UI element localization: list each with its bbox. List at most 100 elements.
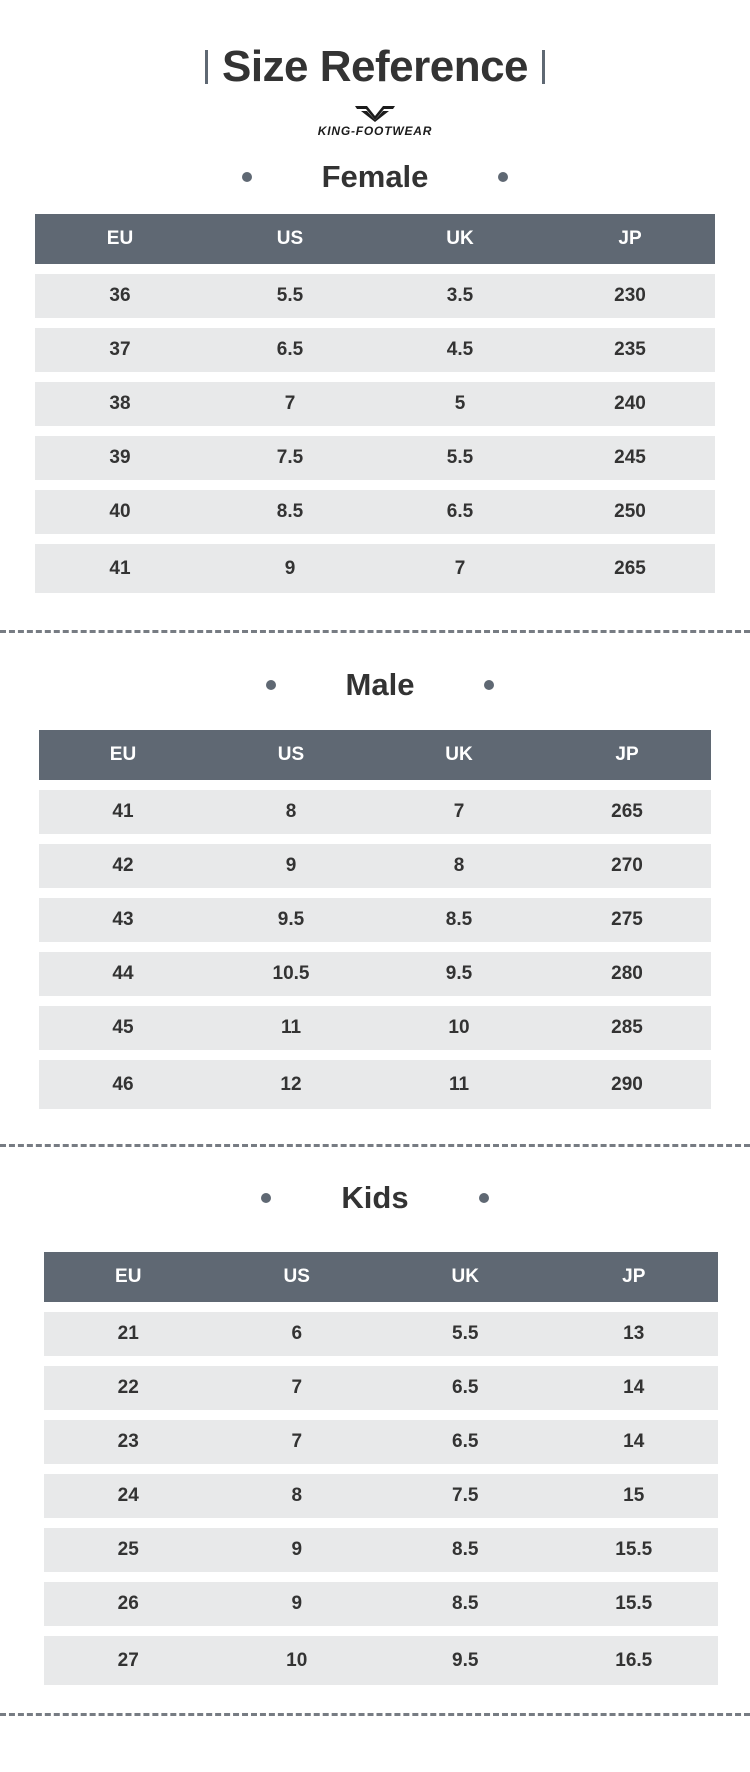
size-table-female: EU US UK JP 36 5.5 3.5 230 37 6.5 4.5 235 38 7 5 240 39 7… [35, 214, 715, 603]
size-cell-jp: 15.5 [615, 1539, 653, 1560]
column-header-us: US [277, 744, 305, 765]
size-cell-eu: 39 [109, 447, 131, 468]
size-cell-us: 10.5 [272, 963, 310, 984]
size-cell-eu: 41 [109, 557, 131, 579]
size-cell-jp: 15.5 [615, 1593, 653, 1614]
size-cell-jp: 285 [611, 1017, 643, 1038]
bullet-dot-icon [261, 1193, 272, 1203]
bullet-dot-icon [478, 1193, 489, 1203]
brand-name: KING-FOOTWEAR [317, 124, 433, 138]
size-cell-eu: 45 [112, 1017, 134, 1038]
wing-logo-icon [355, 106, 395, 122]
size-cell-eu: 23 [117, 1431, 139, 1452]
size-cell-jp: 275 [611, 909, 643, 930]
size-cell-uk: 5 [454, 393, 466, 414]
size-cell-uk: 7.5 [452, 1485, 479, 1506]
size-cell-uk: 4.5 [446, 339, 474, 360]
size-cell-eu: 42 [112, 855, 134, 876]
table-row: 41 9 7 265 [35, 544, 715, 593]
size-cell-eu: 46 [112, 1073, 134, 1095]
bullet-dot-icon [265, 680, 276, 690]
section-label: Male [345, 667, 415, 702]
size-cell-eu: 21 [117, 1323, 139, 1344]
table-header-row: EU US UK JP [44, 1252, 718, 1302]
size-cell-us: 8 [291, 1485, 303, 1506]
size-cell-us: 11 [280, 1017, 302, 1038]
size-cell-us: 9 [291, 1593, 303, 1614]
size-cell-jp: 265 [611, 801, 643, 822]
size-cell-us: 9 [291, 1539, 303, 1560]
size-cell-jp: 265 [614, 557, 646, 579]
table-row: 22 7 6.5 14 [44, 1366, 718, 1410]
size-cell-uk: 8.5 [452, 1539, 479, 1560]
table-row: 21 6 5.5 13 [44, 1312, 718, 1356]
size-cell-eu: 27 [117, 1649, 139, 1671]
size-cell-us: 12 [280, 1073, 302, 1095]
size-cell-us: 7.5 [276, 447, 304, 468]
size-cell-uk: 11 [448, 1073, 470, 1095]
size-cell-us: 8.5 [276, 501, 304, 522]
size-cell-uk: 7 [453, 801, 465, 822]
section-label: Female [321, 159, 429, 194]
size-cell-uk: 8.5 [445, 909, 473, 930]
column-header-jp: JP [618, 228, 642, 249]
section-heading-male: Male [10, 665, 750, 705]
size-cell-us: 7 [284, 393, 296, 414]
column-header-eu: EU [106, 228, 134, 249]
size-cell-eu: 44 [112, 963, 134, 984]
size-cell-us: 9 [285, 855, 297, 876]
size-cell-jp: 270 [611, 855, 643, 876]
column-header-uk: UK [446, 228, 474, 249]
column-header-jp: JP [622, 1266, 646, 1287]
size-cell-eu: 24 [117, 1485, 139, 1506]
table-row: 44 10.5 9.5 280 [39, 952, 711, 996]
table-row: 38 7 5 240 [35, 382, 715, 426]
page-title: Size Reference [0, 38, 750, 96]
section-divider [0, 1144, 750, 1147]
table-row: 24 8 7.5 15 [44, 1474, 718, 1518]
table-header-row: EU US UK JP [35, 214, 715, 264]
size-cell-jp: 15 [623, 1485, 645, 1506]
column-header-us: US [276, 228, 304, 249]
section-divider [0, 1713, 750, 1716]
size-cell-eu: 40 [109, 501, 131, 522]
size-cell-us: 5.5 [276, 285, 304, 306]
size-cell-uk: 6.5 [452, 1377, 479, 1398]
size-cell-uk: 8 [453, 855, 465, 876]
brand-logo: KING-FOOTWEAR [0, 104, 750, 144]
size-cell-jp: 14 [623, 1431, 645, 1452]
table-row: 26 9 8.5 15.5 [44, 1582, 718, 1626]
column-header-uk: UK [451, 1266, 479, 1287]
table-row: 45 11 10 285 [39, 1006, 711, 1050]
section-heading-kids: Kids [0, 1178, 750, 1218]
size-cell-eu: 38 [109, 393, 131, 414]
table-row: 41 8 7 265 [39, 790, 711, 834]
size-cell-uk: 10 [448, 1017, 470, 1038]
size-table-kids: EU US UK JP 21 6 5.5 13 22 7 6.5 14 23 7 6.5 14 24 8 7.5 15… [44, 1252, 718, 1695]
size-cell-jp: 230 [614, 285, 646, 306]
size-cell-us: 6.5 [276, 339, 304, 360]
size-cell-us: 9.5 [277, 909, 305, 930]
size-cell-jp: 13 [623, 1323, 645, 1344]
title-bar-left [204, 50, 208, 84]
size-cell-eu: 26 [117, 1593, 139, 1614]
table-row: 37 6.5 4.5 235 [35, 328, 715, 372]
column-header-uk: UK [445, 744, 473, 765]
size-cell-uk: 5.5 [452, 1323, 479, 1344]
size-cell-uk: 7 [454, 557, 466, 579]
table-row: 40 8.5 6.5 250 [35, 490, 715, 534]
size-cell-uk: 3.5 [446, 285, 474, 306]
section-label: Kids [341, 1180, 409, 1215]
column-header-jp: JP [615, 744, 639, 765]
size-cell-uk: 5.5 [446, 447, 474, 468]
size-cell-jp: 245 [614, 447, 646, 468]
table-row: 39 7.5 5.5 245 [35, 436, 715, 480]
table-row: 23 7 6.5 14 [44, 1420, 718, 1464]
bullet-dot-icon [484, 680, 495, 690]
column-header-eu: EU [115, 1266, 142, 1287]
size-cell-jp: 240 [614, 393, 646, 414]
size-cell-eu: 25 [117, 1539, 139, 1560]
size-cell-us: 6 [291, 1323, 303, 1344]
size-cell-jp: 235 [614, 339, 646, 360]
size-cell-jp: 14 [623, 1377, 645, 1398]
